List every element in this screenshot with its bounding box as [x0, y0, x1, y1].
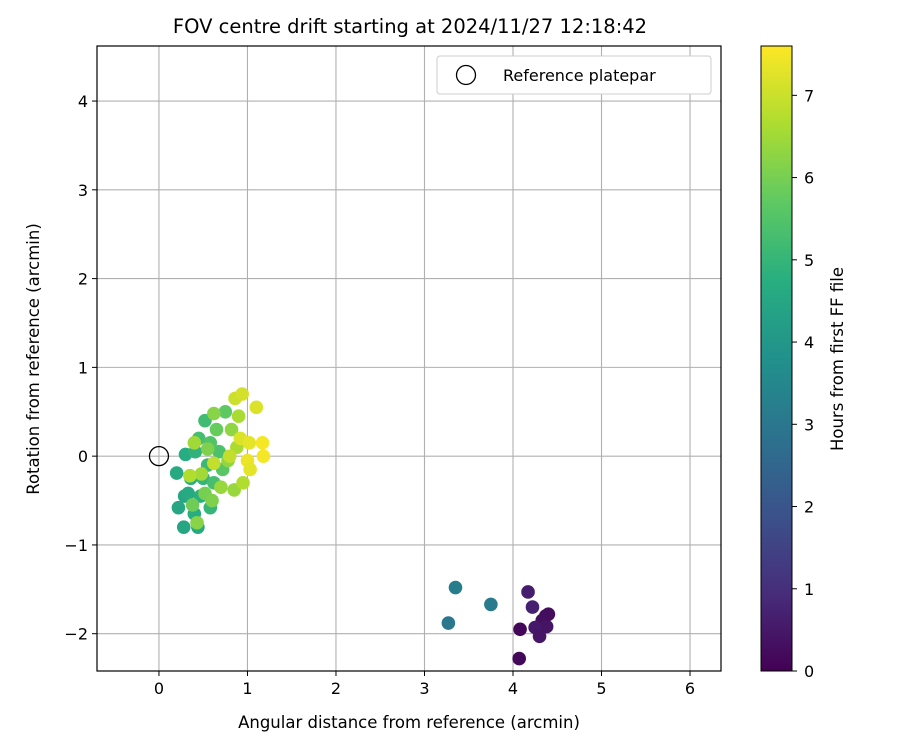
colorbar-gradient	[760, 45, 793, 672]
data-point	[541, 607, 556, 621]
x-tick-label: 4	[508, 679, 518, 698]
data-point	[222, 449, 237, 463]
data-point	[181, 486, 195, 501]
data-point	[249, 400, 264, 415]
data-point	[200, 442, 215, 456]
reference-platepar-marker	[148, 446, 170, 467]
x-tick-label: 6	[685, 679, 695, 698]
data-point	[235, 387, 249, 401]
colorbar-tick-label: 5	[804, 251, 814, 270]
data-point	[209, 422, 224, 437]
data-point	[218, 404, 233, 419]
y-tick-label: 0	[78, 447, 88, 466]
data-point	[224, 422, 239, 437]
data-point	[190, 515, 204, 530]
colorbar-tick-label: 1	[804, 580, 814, 599]
data-point	[205, 493, 219, 508]
y-tick-label: 1	[78, 358, 88, 377]
data-point	[539, 619, 554, 634]
x-tick-label: 0	[154, 679, 164, 698]
colorbar-tick-label: 2	[804, 498, 814, 517]
x-tick-label: 3	[419, 679, 429, 698]
legend: Reference platepar	[436, 55, 712, 95]
x-tick-label: 2	[331, 679, 341, 698]
chart-title: FOV centre drift starting at 2024/11/27 …	[173, 15, 647, 38]
data-point	[207, 456, 221, 471]
data-point	[513, 622, 527, 637]
data-point	[169, 466, 184, 480]
data-point	[214, 480, 228, 495]
colorbar-label: Hours from first FF file	[828, 267, 847, 451]
legend-marker-open-circle	[455, 64, 477, 86]
y-axis-label: Rotation from reference (arcmin)	[24, 223, 43, 495]
y-tick-label: 3	[78, 181, 88, 200]
data-point	[176, 520, 191, 534]
data-point	[171, 500, 186, 515]
legend-entry-label: Reference platepar	[503, 66, 656, 85]
plot-background	[97, 46, 721, 671]
data-point	[484, 597, 498, 612]
data-point	[512, 651, 526, 666]
data-point	[183, 468, 197, 483]
colorbar-tick-label: 3	[804, 415, 814, 434]
colorbar-tick-label: 7	[804, 86, 814, 105]
data-point	[212, 444, 226, 459]
data-point	[243, 462, 257, 477]
data-point	[236, 475, 250, 490]
plot-border	[96, 45, 722, 672]
data-point	[256, 449, 271, 463]
colorbar-tick-label: 0	[804, 662, 814, 681]
data-point	[194, 467, 209, 481]
plot-frame	[96, 45, 722, 672]
y-tick-label: −2	[64, 625, 88, 644]
data-point	[441, 616, 456, 630]
data-point	[231, 409, 246, 424]
data-points	[169, 387, 556, 666]
data-point	[187, 436, 202, 450]
grid-lines	[97, 46, 721, 671]
data-point	[532, 629, 547, 644]
data-point	[207, 406, 221, 421]
reference-marker	[148, 446, 170, 467]
y-tick-label: −1	[64, 536, 88, 555]
colorbar: 0 1 2 3 4 5 6 7 Hours from first FF file	[760, 45, 847, 681]
legend-box	[436, 55, 712, 95]
x-axis-ticks: 0 1 2 3 4 5 6	[154, 671, 695, 698]
plot-area	[97, 46, 721, 671]
x-tick-label: 5	[596, 679, 606, 698]
colorbar-tick-label: 4	[804, 333, 814, 352]
data-point	[185, 498, 200, 512]
data-point	[242, 436, 257, 450]
data-point	[525, 600, 540, 614]
y-tick-label: 4	[78, 92, 88, 111]
x-axis-label: Angular distance from reference (arcmin)	[238, 713, 580, 732]
data-point	[521, 585, 535, 599]
colorbar-ticks: 0 1 2 3 4 5 6 7	[792, 86, 814, 681]
y-tick-label: 2	[78, 270, 88, 289]
y-axis-ticks: −2 −1 0 1 2 3 4	[64, 92, 97, 644]
data-point	[255, 436, 270, 450]
x-tick-label: 1	[242, 679, 252, 698]
data-point	[448, 580, 463, 595]
colorbar-tick-label: 6	[804, 169, 814, 188]
